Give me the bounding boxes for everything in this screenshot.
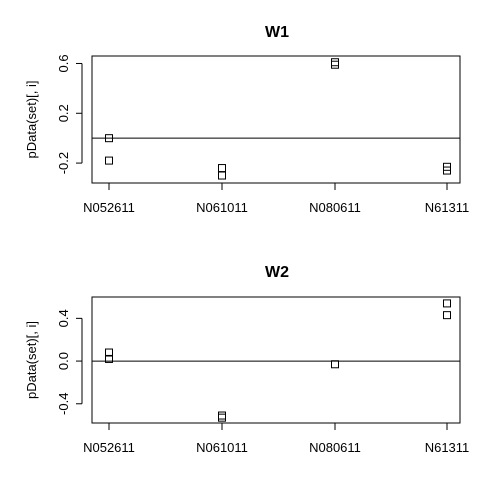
- y-ticks-w2: -0.4 0.0 0.4: [56, 309, 83, 415]
- x-tick-label: N080611: [309, 200, 361, 215]
- data-point: [218, 171, 226, 180]
- y-axis-label-w1: pData(set)[, i]: [24, 80, 39, 158]
- x-tick-label: N061011: [196, 200, 248, 215]
- x-tick-label: N052611: [83, 200, 135, 215]
- y-tick-label: 0.0: [56, 352, 71, 370]
- panel-w1: W1 pData(set)[, i] -0.2 0.2 0.6 N052611 N06…: [24, 24, 469, 215]
- data-point: [105, 156, 113, 165]
- chart-title-w2: W2: [265, 264, 289, 281]
- data-point: [218, 413, 226, 422]
- x-tick-label: N061011: [196, 440, 248, 455]
- data-point: [443, 299, 451, 308]
- data-point: [443, 311, 451, 320]
- data-point: [443, 166, 451, 175]
- x-tick-label: N052611: [83, 440, 135, 455]
- y-tick-label: -0.2: [56, 152, 71, 174]
- x-ticks-w1: N052611 N061011 N080611 N61311: [83, 182, 470, 215]
- chart-title-w1: W1: [265, 24, 289, 41]
- y-tick-label: 0.2: [56, 104, 71, 122]
- x-tick-label: N080611: [309, 440, 361, 455]
- data-point: [331, 360, 339, 369]
- points-w1: [92, 58, 460, 180]
- y-tick-label: 0.4: [56, 309, 71, 327]
- points-w2: [92, 299, 460, 422]
- y-tick-label: -0.4: [56, 393, 71, 415]
- x-tick-label: N61311: [425, 200, 470, 215]
- data-point: [105, 134, 113, 143]
- panel-w2: W2 pData(set)[, i] -0.4 0.0 0.4 N052611 N06…: [24, 264, 469, 455]
- y-ticks-w1: -0.2 0.2 0.6: [56, 54, 83, 174]
- y-tick-label: 0.6: [56, 54, 71, 72]
- x-ticks-w2: N052611 N061011 N080611 N61311: [83, 422, 470, 455]
- x-tick-label: N61311: [425, 440, 470, 455]
- data-point: [331, 60, 339, 69]
- data-point: [105, 354, 113, 363]
- y-axis-label-w2: pData(set)[, i]: [24, 321, 39, 399]
- data-point: [105, 348, 113, 357]
